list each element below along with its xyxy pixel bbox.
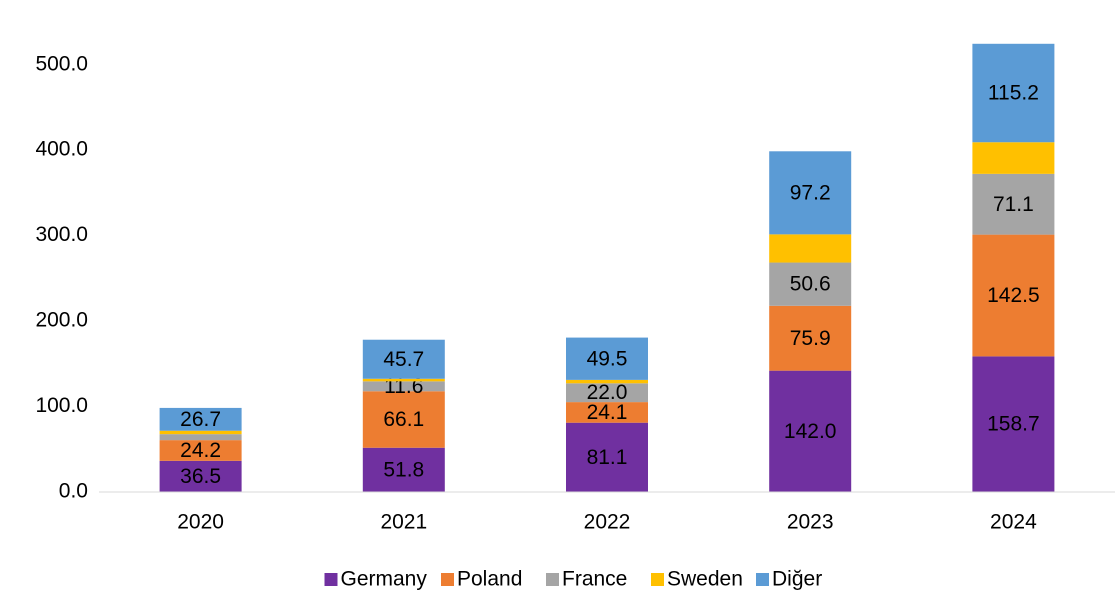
bar-segment <box>972 142 1055 174</box>
data-label: 75.9 <box>790 327 831 350</box>
legend-swatch <box>546 573 559 586</box>
bar-segment <box>972 356 1055 492</box>
bar-segment <box>769 305 852 371</box>
bar-segment <box>159 460 242 492</box>
bar-segment <box>159 440 242 461</box>
bar-segment <box>769 370 852 492</box>
bar-segment <box>566 383 648 403</box>
bar-segment <box>566 337 648 380</box>
bar-segment <box>159 434 242 441</box>
data-label: 22.0 <box>587 381 628 404</box>
data-label: 49.5 <box>587 347 628 370</box>
bar-segment <box>362 381 445 392</box>
x-tick-label: 2020 <box>177 511 224 534</box>
data-label: 81.1 <box>587 446 628 469</box>
y-tick-label: 0.0 <box>59 480 88 503</box>
data-label: 71.1 <box>993 193 1034 216</box>
legend-label: Poland <box>457 568 522 591</box>
legend-label: Sweden <box>667 568 743 591</box>
legend-swatch <box>651 573 664 586</box>
legend-swatch <box>756 573 769 586</box>
y-tick-label: 400.0 <box>35 138 88 161</box>
bar-segment <box>159 407 242 431</box>
bar-segment <box>972 43 1055 143</box>
legend-label: Germany <box>341 568 428 591</box>
bar-segment <box>362 378 445 382</box>
bar-segment <box>566 402 648 423</box>
data-label: 142.0 <box>784 420 837 443</box>
y-tick-label: 500.0 <box>35 52 88 75</box>
data-label: 158.7 <box>987 413 1040 436</box>
x-tick-label: 2024 <box>990 511 1037 534</box>
x-tick-label: 2022 <box>584 511 631 534</box>
bar-segment <box>362 447 445 492</box>
bar-segment <box>769 234 852 263</box>
bar-segment <box>362 339 445 379</box>
data-label: 24.2 <box>180 439 221 462</box>
bar-segment <box>769 262 852 306</box>
data-label: 26.7 <box>180 408 221 431</box>
bar-segment <box>769 151 852 235</box>
data-label: 36.5 <box>180 465 221 488</box>
data-label: 50.6 <box>790 273 831 296</box>
x-tick-label: 2021 <box>380 511 427 534</box>
bar-segment <box>972 173 1055 235</box>
legend-label: France <box>562 568 627 591</box>
y-tick-label: 200.0 <box>35 309 88 332</box>
data-label: 142.5 <box>987 284 1040 307</box>
y-tick-label: 100.0 <box>35 394 88 417</box>
data-label: 66.1 <box>383 408 424 431</box>
legend-swatch <box>324 573 338 586</box>
bar-segment <box>566 379 648 384</box>
legend-swatch <box>441 573 454 586</box>
data-label: 115.2 <box>988 82 1039 105</box>
y-tick-label: 300.0 <box>35 223 88 246</box>
legend-label: Diğer <box>772 568 822 591</box>
data-label: 97.2 <box>790 181 831 204</box>
data-label: 51.8 <box>383 458 424 481</box>
data-label: 45.7 <box>383 348 424 371</box>
bar-segment <box>362 391 445 448</box>
bar-segment <box>566 422 648 492</box>
bar-segment <box>159 430 242 435</box>
bar-segment <box>972 234 1055 357</box>
x-tick-label: 2023 <box>787 511 834 534</box>
data-label: 24.1 <box>587 401 628 424</box>
